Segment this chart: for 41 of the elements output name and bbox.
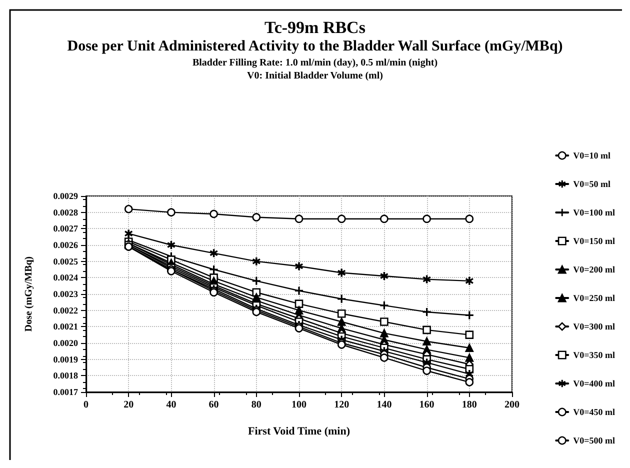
legend-label: V0=10 ml <box>573 150 611 160</box>
x-axis-title: First Void Time (min) <box>248 426 350 438</box>
y-tick-label: 0.0023 <box>53 289 78 299</box>
text: Bladder Filling Rate: 1.0 ml/min (day), 0.5 ml/min (night) <box>192 58 438 68</box>
legend-label: V0=150 ml <box>573 236 616 246</box>
legend-label: V0=450 ml <box>573 407 616 417</box>
x-tick-label: 140 <box>376 400 392 410</box>
chart-subtitle: Dose per Unit Administered Activity to the Bladder Wall Surface (mGy/MBq) <box>67 38 563 54</box>
y-tick-label: 0.0029 <box>53 191 78 201</box>
y-tick-label: 0.0019 <box>53 354 78 364</box>
y-tick-label: 0.0028 <box>53 207 78 218</box>
y-tick-label: 0.0025 <box>53 256 78 266</box>
legend-label: V0=300 ml <box>573 322 616 332</box>
legend-label: V0=500 ml <box>573 436 616 446</box>
x-tick-label: 0 <box>84 400 88 410</box>
x-tick-label: 20 <box>124 400 134 410</box>
x-tick-label: 80 <box>251 400 262 410</box>
chart-title: Tc-99m RBCs <box>264 18 366 37</box>
y-axis-title: Dose (mGy/MBq) <box>24 256 34 332</box>
x-tick-label: 180 <box>462 400 477 410</box>
legend-label: V0=100 ml <box>573 208 616 218</box>
x-tick-label: 100 <box>292 400 306 410</box>
legend-label: V0=400 ml <box>573 378 616 388</box>
y-tick-label: 0.0027 <box>53 224 78 234</box>
x-tick-label: 120 <box>334 400 350 410</box>
y-tick-label: 0.0017 <box>53 387 78 397</box>
y-tick-label: 0.0022 <box>53 305 78 316</box>
legend-label: V0=350 ml <box>573 350 616 360</box>
y-tick-label: 0.0020 <box>53 338 78 348</box>
legend-label: V0=200 ml <box>573 264 616 274</box>
legend-label: V0=50 ml <box>573 179 611 189</box>
x-tick-label: 40 <box>166 400 176 410</box>
x-tick-label: 160 <box>419 400 434 410</box>
y-tick-label: 0.0026 <box>53 240 78 250</box>
y-tick-label: 0.0024 <box>53 272 78 283</box>
x-tick-label: 200 <box>504 400 520 410</box>
y-tick-label: 0.0021 <box>53 322 78 332</box>
y-tick-label: 0.0018 <box>53 370 78 381</box>
text: V0: Initial Bladder Volume (ml) <box>247 70 383 82</box>
legend-label: V0=250 ml <box>573 293 616 303</box>
x-tick-label: 60 <box>208 400 219 410</box>
